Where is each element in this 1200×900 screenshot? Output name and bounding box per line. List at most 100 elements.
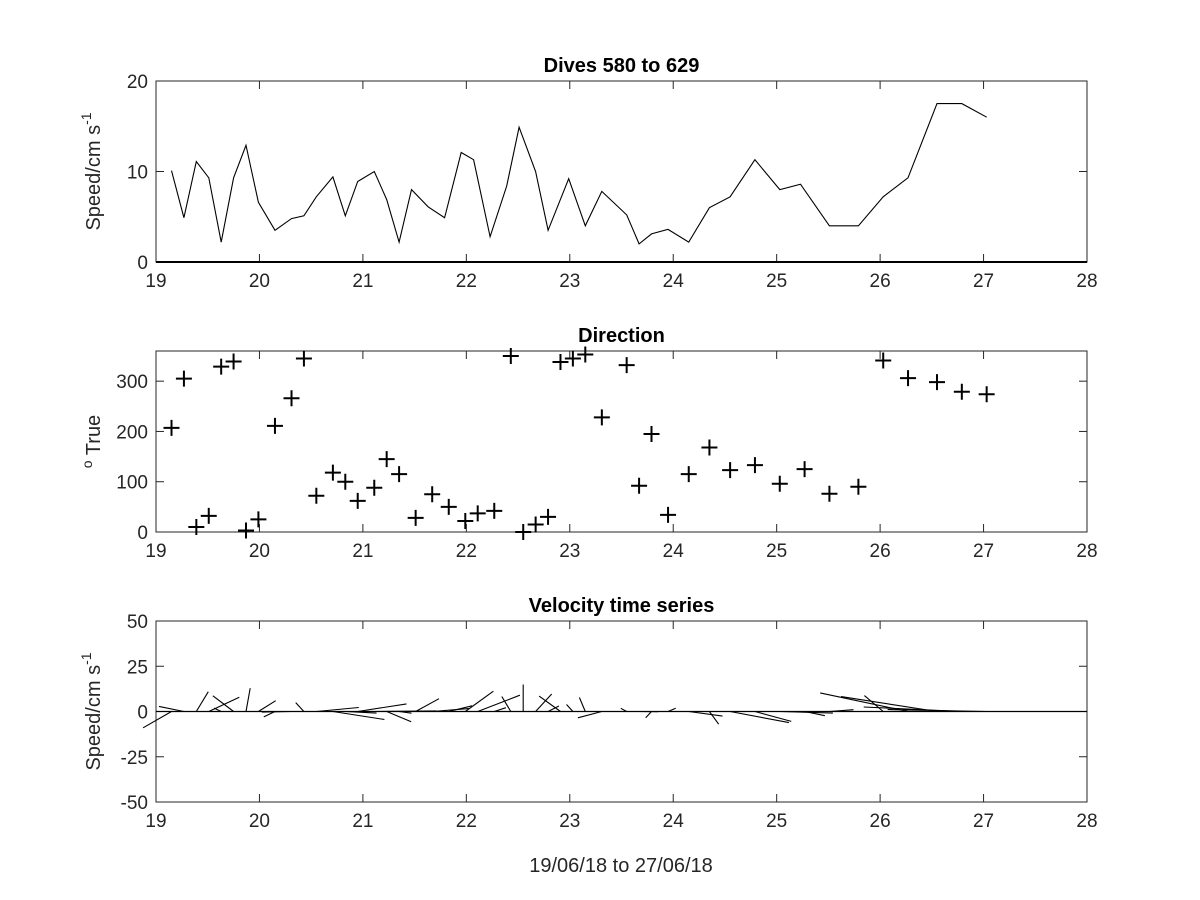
speed-ytick-label: 0 xyxy=(137,253,148,274)
direction-xtick-label: 24 xyxy=(663,541,685,562)
direction-xtick-label: 27 xyxy=(973,541,994,562)
velocity-ylabel: Speed/cm s-1 xyxy=(78,652,105,770)
direction-marker xyxy=(366,479,383,496)
velocity-ylabel-superscript: -1 xyxy=(78,652,94,665)
direction-marker xyxy=(701,439,718,456)
velocity-ytick-label: 25 xyxy=(127,657,148,678)
speed-xtick-label: 19 xyxy=(145,271,166,292)
velocity-stick xyxy=(195,691,209,712)
velocity-stick xyxy=(357,703,407,713)
velocity-stick xyxy=(261,710,292,713)
velocity-stick xyxy=(158,705,185,713)
velocity-xtick-label: 26 xyxy=(870,811,891,832)
direction-marker xyxy=(469,505,486,522)
direction-marker xyxy=(900,370,917,387)
direction-marker xyxy=(283,390,300,407)
velocity-stick xyxy=(448,705,473,713)
direction-ytick-label: 100 xyxy=(116,473,148,494)
direction-marker xyxy=(163,419,180,436)
velocity-stick xyxy=(212,695,234,712)
velocity-stick xyxy=(708,711,720,725)
speed-xtick-label: 28 xyxy=(1076,271,1097,292)
direction-marker xyxy=(929,374,946,391)
velocity-stick xyxy=(374,710,437,713)
velocity-stick xyxy=(688,710,723,717)
direction-xtick-label: 23 xyxy=(559,541,580,562)
direction-marker xyxy=(577,346,594,363)
velocity-stick xyxy=(432,708,469,713)
velocity-stick xyxy=(667,707,676,713)
direction-xtick-label: 28 xyxy=(1076,541,1097,562)
direction-marker xyxy=(486,502,503,519)
figure-xlabel: 19/06/18 to 27/06/18 xyxy=(529,855,713,877)
direction-title: Direction xyxy=(578,325,665,347)
velocity-stick xyxy=(399,710,412,714)
speed-panel: Dives 580 to 629 19 20 21 22 23 24 25 26 27 28 0 10 2… xyxy=(78,55,1098,292)
velocity-stick xyxy=(578,697,586,712)
velocity-stick xyxy=(415,698,440,712)
velocity-xtick-label: 25 xyxy=(766,811,787,832)
velocity-stick xyxy=(386,710,412,723)
direction-marker xyxy=(213,358,230,375)
velocity-ylabel-text: Speed/cm s xyxy=(83,665,105,771)
direction-axes-box xyxy=(155,350,1088,533)
direction-xtick-label: 19 xyxy=(145,541,166,562)
velocity-stick xyxy=(464,690,494,712)
direction-ylabel: o True xyxy=(79,415,105,468)
direction-ytick-label: 300 xyxy=(116,372,148,393)
direction-marker xyxy=(457,512,474,529)
velocity-ytick-label: 50 xyxy=(127,612,148,633)
direction-marker xyxy=(337,473,354,490)
direction-marker xyxy=(796,461,813,478)
direction-marker xyxy=(250,511,267,528)
speed-xtick-label: 21 xyxy=(352,271,373,292)
velocity-stick xyxy=(887,708,987,713)
velocity-stick xyxy=(477,694,521,713)
direction-marker xyxy=(660,506,677,523)
direction-xtick-label: 22 xyxy=(456,541,477,562)
velocity-ytick-label: -50 xyxy=(121,793,148,814)
direction-marker xyxy=(266,417,283,434)
velocity-stick xyxy=(142,711,172,729)
velocity-stick xyxy=(577,710,602,719)
direction-marker xyxy=(188,518,205,535)
velocity-xtick-label: 19 xyxy=(145,811,166,832)
direction-marker xyxy=(821,485,838,502)
speed-axes-box xyxy=(155,80,1088,263)
velocity-stick xyxy=(620,707,627,712)
speed-ytick-label: 10 xyxy=(127,163,148,184)
velocity-title: Velocity time series xyxy=(529,595,715,617)
direction-marker xyxy=(593,409,610,426)
velocity-stick xyxy=(258,700,276,712)
velocity-stick xyxy=(245,688,251,712)
direction-ytick-label: 200 xyxy=(116,422,148,443)
direction-marker xyxy=(978,386,995,403)
direction-marker xyxy=(349,492,366,509)
direction-marker xyxy=(200,507,217,524)
velocity-stick xyxy=(864,695,884,712)
velocity-stick xyxy=(332,710,385,721)
speed-xtick-label: 22 xyxy=(456,271,477,292)
speed-ylabel-text: Speed/cm s xyxy=(83,125,105,231)
speed-series-line xyxy=(170,103,987,245)
direction-marker xyxy=(324,464,341,481)
velocity-stick xyxy=(494,707,507,713)
velocity-stick xyxy=(535,693,553,712)
direction-marker xyxy=(540,508,557,525)
direction-marker xyxy=(771,475,788,492)
velocity-stick xyxy=(213,707,222,712)
velocity-stick xyxy=(316,706,359,713)
direction-xtick-label: 26 xyxy=(870,541,891,562)
velocity-stick xyxy=(345,710,377,714)
direction-marker xyxy=(308,487,325,504)
direction-marker xyxy=(746,457,763,474)
direction-marker xyxy=(378,451,395,468)
velocity-xtick-label: 23 xyxy=(559,811,580,832)
direction-marker xyxy=(953,383,970,400)
velocity-xtick-label: 24 xyxy=(663,811,685,832)
velocity-xtick-label: 20 xyxy=(249,811,270,832)
direction-marker xyxy=(440,498,457,515)
velocity-xtick-label: 22 xyxy=(456,811,477,832)
speed-xtick-label: 26 xyxy=(870,271,891,292)
